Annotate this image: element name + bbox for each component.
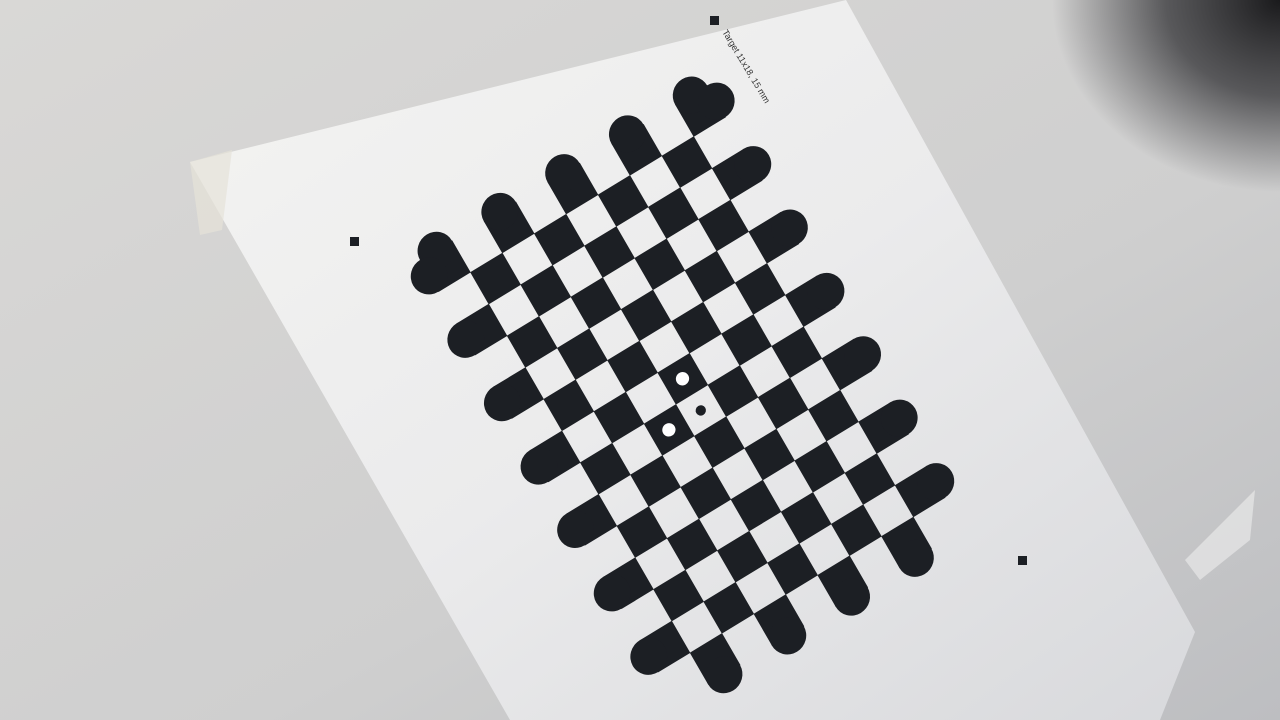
tab <box>917 463 955 501</box>
tab <box>483 384 521 422</box>
square <box>570 277 622 329</box>
square <box>616 506 668 558</box>
square <box>780 492 832 544</box>
square <box>661 136 713 188</box>
fiducial <box>675 372 690 386</box>
square <box>693 416 745 469</box>
tab <box>410 257 448 295</box>
marker <box>350 237 359 246</box>
square <box>680 467 732 520</box>
tab <box>608 115 646 153</box>
square <box>666 518 718 571</box>
square <box>707 365 759 417</box>
tab <box>705 656 743 694</box>
tab <box>771 209 808 247</box>
tab <box>520 447 558 485</box>
square <box>703 582 755 634</box>
fiducial <box>662 423 676 437</box>
tab <box>545 154 582 192</box>
tab <box>833 578 871 616</box>
tab <box>557 510 594 549</box>
tab <box>593 574 631 612</box>
square <box>844 453 896 505</box>
tab <box>807 272 845 311</box>
square <box>579 442 631 495</box>
square <box>520 265 572 317</box>
square <box>698 199 749 252</box>
tab <box>447 320 485 358</box>
square <box>543 379 595 432</box>
square <box>597 175 649 227</box>
tab <box>481 192 519 231</box>
fiducial <box>695 405 706 416</box>
tab <box>769 617 807 655</box>
square <box>620 289 672 342</box>
square <box>721 314 772 366</box>
square <box>634 238 686 291</box>
square <box>584 226 635 278</box>
checkerboard <box>410 76 955 694</box>
square <box>470 252 521 305</box>
square <box>771 326 823 379</box>
square <box>807 389 859 442</box>
square <box>593 391 645 444</box>
marker <box>1018 556 1027 565</box>
square <box>830 504 882 557</box>
square <box>794 441 846 493</box>
square <box>670 301 722 354</box>
tab <box>630 637 668 675</box>
square <box>630 455 681 507</box>
square <box>767 543 818 595</box>
square <box>744 428 795 481</box>
tab <box>897 539 934 577</box>
square <box>533 213 585 266</box>
tab <box>844 336 882 374</box>
tab <box>734 146 772 184</box>
tape <box>190 150 232 235</box>
square <box>607 340 658 393</box>
tab <box>880 399 918 437</box>
square <box>757 377 809 430</box>
square <box>730 479 782 532</box>
tape <box>1185 490 1255 580</box>
tab <box>697 82 735 120</box>
square <box>506 316 558 368</box>
square <box>684 250 736 303</box>
square <box>653 569 704 622</box>
marker <box>710 16 719 25</box>
square <box>647 187 699 240</box>
square <box>556 328 608 381</box>
square <box>734 263 786 315</box>
square <box>716 530 768 583</box>
